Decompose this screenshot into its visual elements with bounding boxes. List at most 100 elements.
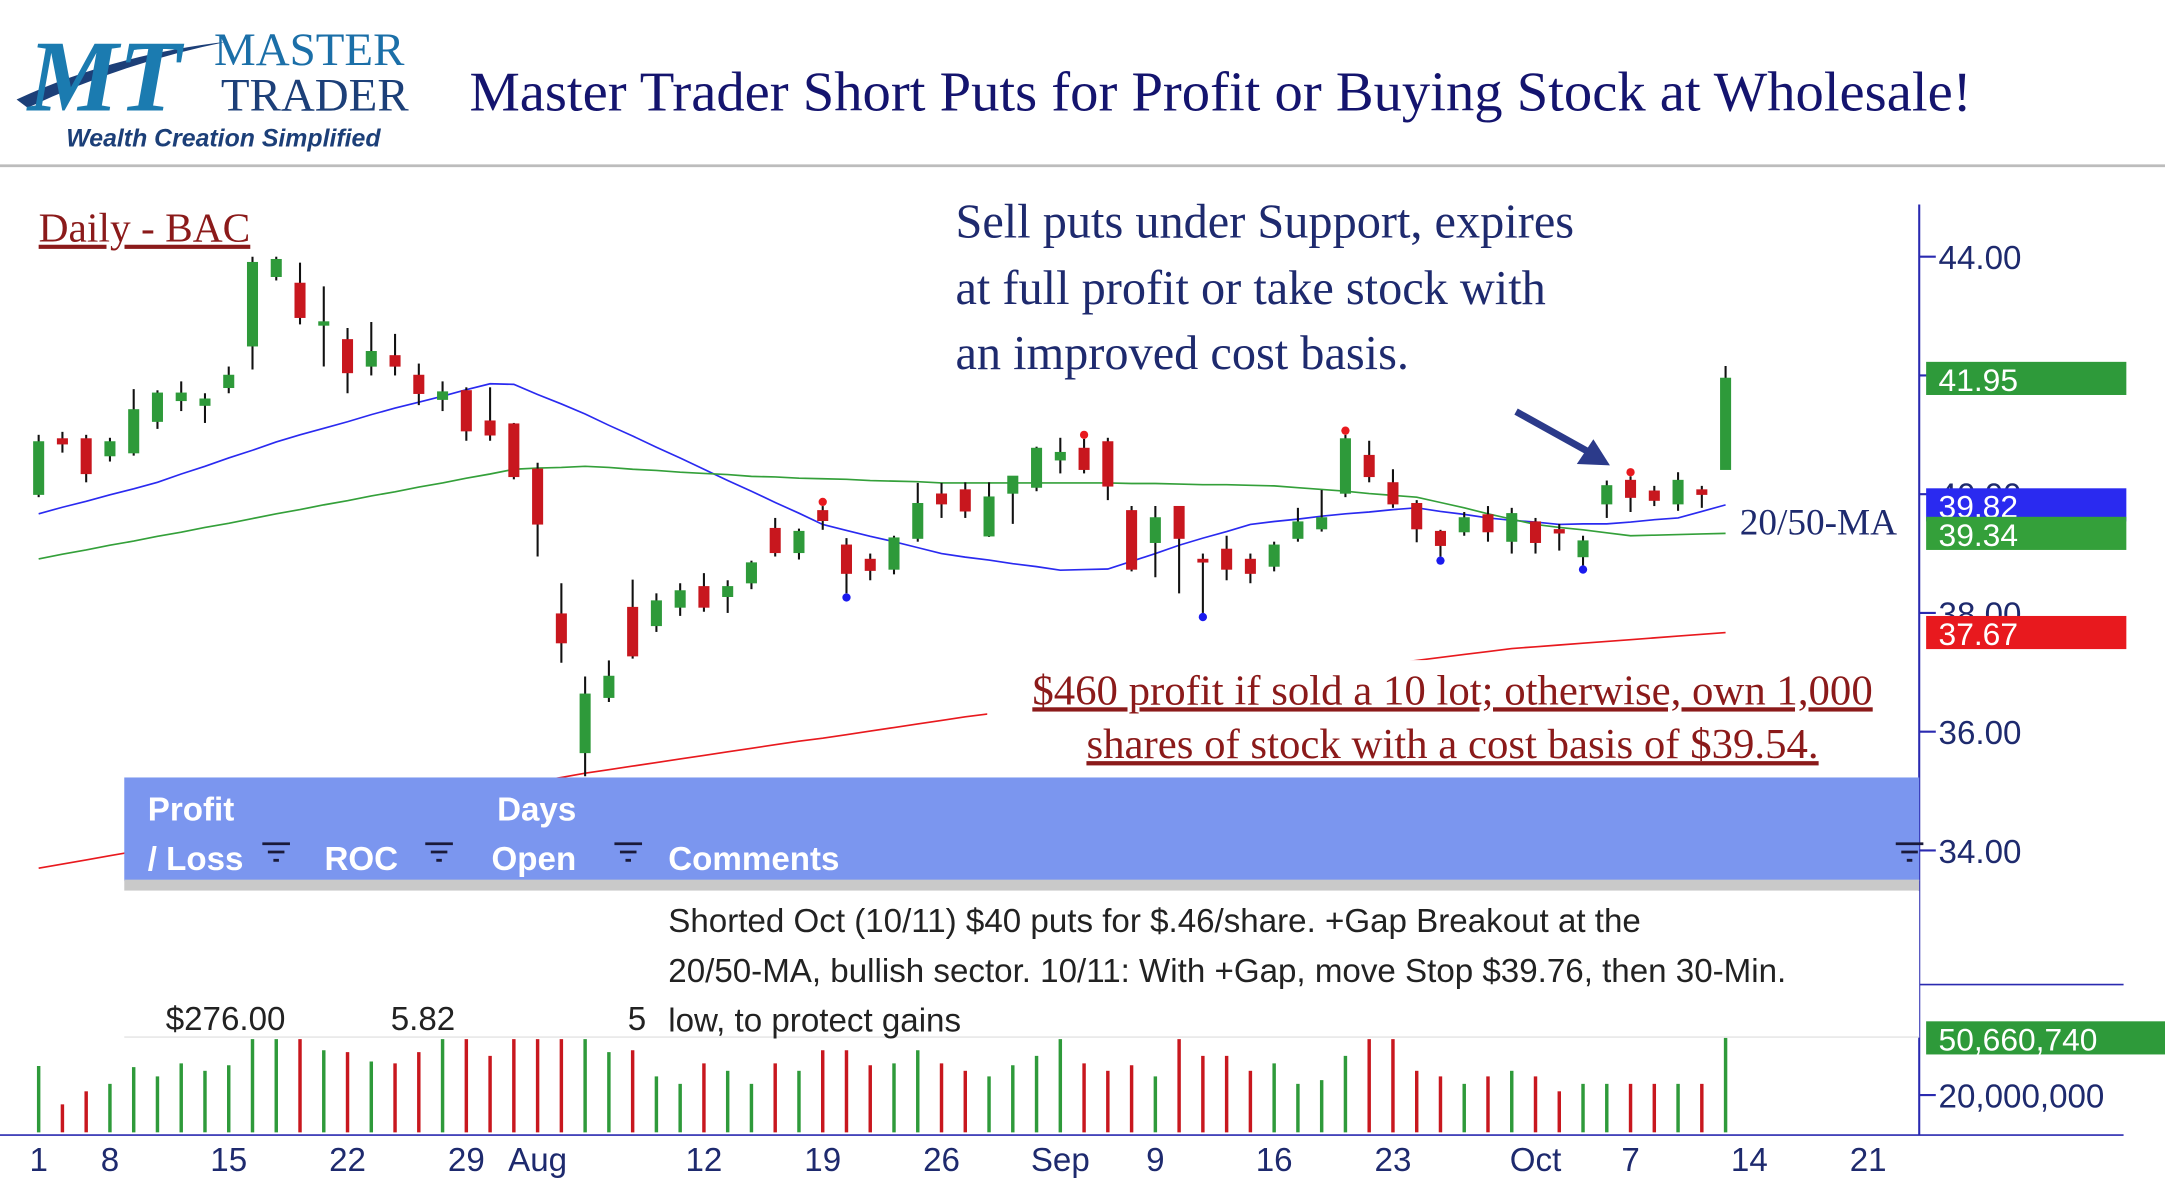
filter-icon[interactable] xyxy=(614,842,643,862)
candle-body xyxy=(1601,485,1613,505)
annotation: an improved cost basis. xyxy=(955,327,1409,380)
filter-icon[interactable] xyxy=(262,842,290,862)
logo-tagline: Wealth Creation Simplified xyxy=(66,125,381,152)
filter-icon[interactable] xyxy=(425,842,453,862)
x-tick-label: Aug xyxy=(508,1142,567,1178)
pivot-low xyxy=(842,593,851,602)
x-tick-label: 7 xyxy=(1621,1142,1639,1178)
candle-body xyxy=(1458,517,1470,533)
candle-body xyxy=(579,693,591,754)
candle-body xyxy=(1197,558,1209,563)
candle-body xyxy=(698,586,710,608)
logo-swoosh xyxy=(16,41,228,108)
candle-body xyxy=(1506,513,1518,542)
candle-body xyxy=(413,374,425,394)
table-header xyxy=(124,777,1920,882)
note: $460 profit if sold a 10 lot; otherwise,… xyxy=(1032,667,1872,714)
x-tick-label: 16 xyxy=(1256,1142,1293,1178)
y-tick-label: 36.00 xyxy=(1939,715,2022,752)
candle-body xyxy=(935,493,948,505)
cell: 5.82 xyxy=(391,1001,455,1038)
candle-body xyxy=(1648,490,1660,501)
ma-line xyxy=(38,382,1726,572)
candle-body xyxy=(627,606,639,657)
candle-body xyxy=(1672,479,1684,505)
value-tag xyxy=(1926,1021,2165,1055)
ma-line xyxy=(38,465,1726,560)
candle-body xyxy=(80,438,92,475)
logo-mark: MT xyxy=(26,21,185,134)
candle-body xyxy=(1078,447,1090,470)
candle-body xyxy=(745,562,757,584)
header: MT MASTER TRADER Wealth Creation Simplif… xyxy=(0,21,2165,168)
candle-body xyxy=(223,374,235,389)
candle-body xyxy=(603,675,615,698)
candle-body xyxy=(650,600,662,627)
candle-body xyxy=(1577,540,1589,558)
value-tag-label: 37.67 xyxy=(1939,616,2018,652)
value-tag-label: 50,660,740 xyxy=(1939,1021,2098,1057)
candle-body xyxy=(1316,517,1328,530)
x-tick-label: Oct xyxy=(1510,1142,1562,1178)
candle-body xyxy=(532,468,544,525)
x-tick-label: Sep xyxy=(1031,1142,1090,1178)
candle-body xyxy=(722,586,734,597)
pivot-low xyxy=(1578,565,1588,574)
cell-line: 20/50-MA, bullish sector. 10/11: With +G… xyxy=(668,953,1786,990)
chart-title: Daily - BAC xyxy=(39,205,251,251)
candle-body xyxy=(1292,521,1304,539)
candle-body xyxy=(437,391,449,400)
candle-body xyxy=(508,423,520,478)
pivot-high xyxy=(818,497,827,507)
candle-body xyxy=(33,441,45,495)
x-tick-label: 26 xyxy=(923,1142,960,1178)
x-tick-label: 19 xyxy=(804,1142,841,1178)
candle-body xyxy=(1387,482,1399,505)
candle-body xyxy=(1031,447,1043,488)
plot xyxy=(33,256,1732,1133)
candle-body xyxy=(104,441,116,457)
candle-body xyxy=(365,351,377,367)
value-tag-label: 39.34 xyxy=(1939,517,2018,553)
candle-body xyxy=(674,590,686,608)
cell-line: Shorted Oct (10/11) $40 puts for $.46/sh… xyxy=(668,903,1641,940)
column-header: Profit xyxy=(148,791,234,828)
column-header: / Loss xyxy=(148,841,244,878)
cell: 5 xyxy=(628,1001,646,1038)
filter-icons xyxy=(262,842,1924,862)
cell: $276.00 xyxy=(166,1001,286,1038)
candle-body xyxy=(1149,517,1161,543)
x-tick-label: 12 xyxy=(685,1142,722,1178)
note: shares of stock with a cost basis of $39… xyxy=(1086,721,1818,768)
value-tag-label: 41.95 xyxy=(1939,362,2018,398)
arrow xyxy=(1514,408,1610,466)
x-tick-label: 14 xyxy=(1731,1142,1768,1178)
x-tick-label: 9 xyxy=(1146,1142,1164,1178)
y-tick-label: 44.00 xyxy=(1939,240,2022,277)
candle-body xyxy=(199,398,211,406)
table-row-background xyxy=(124,890,1920,1038)
candle-body xyxy=(1720,377,1732,470)
column-header: Open xyxy=(492,841,577,878)
candle-body xyxy=(294,282,306,318)
cell-line: low, to protect gains xyxy=(668,1003,961,1040)
candle-body xyxy=(959,489,971,512)
candle-body xyxy=(983,496,995,537)
candle-body xyxy=(769,527,781,554)
x-tick-label: 21 xyxy=(1850,1142,1887,1178)
x-tick-label: 8 xyxy=(101,1142,119,1178)
candle-body xyxy=(246,261,259,347)
candle-body xyxy=(128,409,140,454)
value-tag xyxy=(1926,488,2127,522)
candle-body xyxy=(1126,510,1138,570)
candle-body xyxy=(175,392,187,402)
table-header-shadow xyxy=(124,879,1920,891)
ma-label: 20/50-MA xyxy=(1740,502,1897,543)
candle-body xyxy=(1434,530,1446,546)
pivot-high xyxy=(1079,430,1089,439)
candle-body xyxy=(318,321,330,326)
annotation: Sell puts under Support, expires xyxy=(955,196,1574,249)
candle-body xyxy=(1221,548,1233,570)
filter-icon[interactable] xyxy=(1895,842,1924,862)
